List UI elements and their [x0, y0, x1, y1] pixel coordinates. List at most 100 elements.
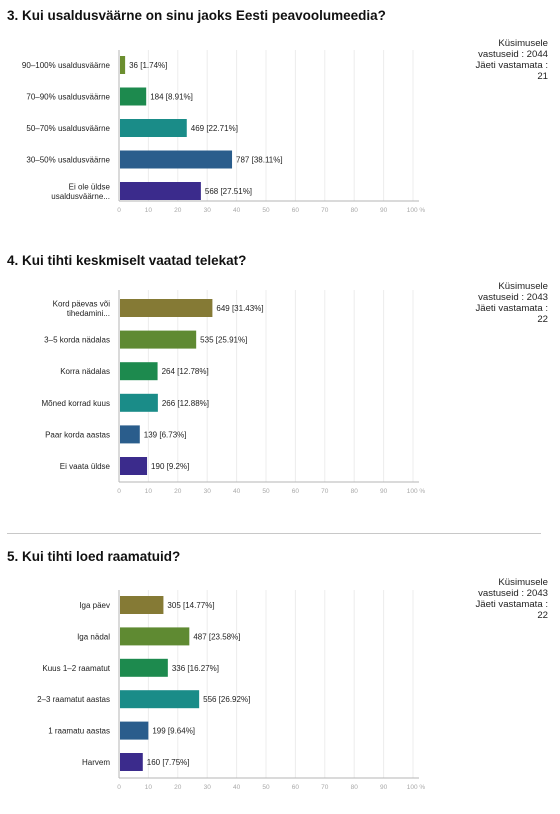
x-tick-label: 30: [204, 784, 212, 791]
category-label-line: Ei vaata üldse: [60, 462, 111, 471]
x-tick-label: 70: [321, 784, 329, 791]
bar: [120, 627, 190, 646]
data-label: 139 [6.73%]: [144, 430, 187, 439]
x-tick-label: 80: [351, 784, 359, 791]
category-label-line: 70–90% usaldusväärne: [26, 93, 110, 102]
stats-line: 22: [537, 610, 548, 621]
category-label-line: Paar korda aastas: [45, 430, 110, 439]
category-label: 1 raamatu aastas: [48, 727, 110, 736]
question-title: 5. Kui tihti loed raamatuid?: [7, 549, 181, 564]
response-stats: Küsimusele vastuseid : 2044 Jäeti vastam…: [438, 38, 548, 82]
data-label: 305 [14.77%]: [167, 601, 214, 610]
category-label-line: 1 raamatu aastas: [48, 727, 110, 736]
bar: [120, 690, 200, 709]
x-tick-label: 0: [117, 784, 121, 791]
x-tick-label: 40: [233, 784, 241, 791]
bar: [120, 182, 201, 200]
x-tick-label: 40: [233, 207, 241, 214]
x-tick-label: 90: [380, 488, 388, 495]
x-tick-label: 60: [292, 488, 300, 495]
stats-line: Jäeti vastamata :: [475, 60, 548, 71]
category-label-line: tihedamini...: [67, 309, 110, 318]
x-tick-label: 70: [321, 207, 329, 214]
category-label: Iga päev: [79, 601, 110, 610]
category-label: Iga nädal: [77, 632, 110, 641]
category-label-line: 3–5 korda nädalas: [44, 336, 110, 345]
category-label-line: 90–100% usaldusväärne: [22, 61, 111, 70]
x-tick-label: 50: [262, 207, 270, 214]
stats-line: Jäeti vastamata :: [475, 599, 548, 610]
data-label: 184 [8.91%]: [150, 93, 193, 102]
x-tick-label: 100 %: [407, 488, 426, 495]
x-tick-label: 10: [145, 784, 153, 791]
x-tick-label: 80: [351, 488, 359, 495]
data-label: 199 [9.64%]: [152, 727, 195, 736]
x-tick-label: 10: [145, 207, 153, 214]
response-stats: Küsimusele vastuseid : 2043 Jäeti vastam…: [438, 281, 548, 325]
x-tick-label: 20: [174, 784, 182, 791]
category-label: Kuus 1–2 raamatut: [42, 664, 110, 673]
x-tick-label: 30: [204, 488, 212, 495]
bar: [120, 330, 197, 349]
data-label: 160 [7.75%]: [147, 758, 190, 767]
question-title: 4. Kui tihti keskmiselt vaatad telekat?: [7, 253, 247, 268]
data-label: 264 [12.78%]: [162, 367, 209, 376]
bar: [120, 119, 187, 137]
data-label: 190 [9.2%]: [151, 462, 189, 471]
bar: [120, 457, 148, 475]
category-label: Ei ole üldse usaldusväärne...: [51, 182, 110, 201]
data-label: 36 [1.74%]: [129, 61, 167, 70]
bar: [120, 56, 126, 74]
bar: [120, 299, 213, 317]
x-tick-label: 80: [351, 207, 359, 214]
category-label-line: Iga nädal: [77, 632, 110, 641]
category-label: Kord päevas või tihedamini...: [53, 299, 111, 318]
stats-line: 21: [537, 71, 548, 82]
category-label-line: 50–70% usaldusväärne: [26, 124, 110, 133]
category-label: 3–5 korda nädalas: [44, 336, 110, 345]
x-tick-label: 100 %: [407, 784, 426, 791]
question-block-5: 5. Kui tihti loed raamatuid? Küsimusele …: [0, 549, 560, 799]
category-label: 30–50% usaldusväärne: [26, 156, 110, 165]
category-label-line: 30–50% usaldusväärne: [26, 156, 110, 165]
category-label: Korra nädalas: [60, 367, 110, 376]
data-label: 649 [31.43%]: [216, 304, 263, 313]
x-tick-label: 60: [292, 207, 300, 214]
bar: [120, 658, 168, 677]
data-label: 266 [12.88%]: [162, 399, 209, 408]
stats-line: vastuseid : 2043: [478, 588, 548, 599]
category-label: 70–90% usaldusväärne: [26, 93, 110, 102]
stats-line: Küsimusele: [498, 281, 548, 292]
x-tick-label: 90: [380, 207, 388, 214]
bar: [120, 362, 158, 381]
category-label-line: Harvem: [82, 758, 110, 767]
category-label-line: Korra nädalas: [60, 367, 110, 376]
data-label: 535 [25.91%]: [200, 336, 247, 345]
category-label-line: usaldusväärne...: [51, 192, 110, 201]
category-label-line: Mõned korrad kuus: [42, 399, 110, 408]
stats-line: Küsimusele: [498, 577, 548, 588]
section-divider: [7, 533, 541, 534]
category-label: 2–3 raamatut aastas: [37, 695, 110, 704]
bar: [120, 393, 158, 412]
category-label: Mõned korrad kuus: [42, 399, 110, 408]
bar: [120, 425, 140, 444]
bar: [120, 721, 149, 740]
data-label: 336 [16.27%]: [172, 664, 219, 673]
grid-lines: [118, 590, 414, 778]
question-block-4: 4. Kui tihti keskmiselt vaatad telekat? …: [0, 253, 560, 503]
category-label: 90–100% usaldusväärne: [22, 61, 111, 70]
category-label: Paar korda aastas: [45, 430, 110, 439]
category-label-line: Kuus 1–2 raamatut: [42, 664, 110, 673]
bar: [120, 753, 143, 771]
question-block-3: 3. Kui usaldusväärne on sinu jaoks Eesti…: [0, 8, 560, 218]
category-label: Harvem: [82, 758, 110, 767]
category-label-line: Iga päev: [79, 601, 110, 610]
x-tick-label: 0: [117, 488, 121, 495]
grid-lines: [118, 290, 414, 482]
category-label-line: Ei ole üldse: [69, 182, 111, 191]
stats-line: 22: [537, 314, 548, 325]
